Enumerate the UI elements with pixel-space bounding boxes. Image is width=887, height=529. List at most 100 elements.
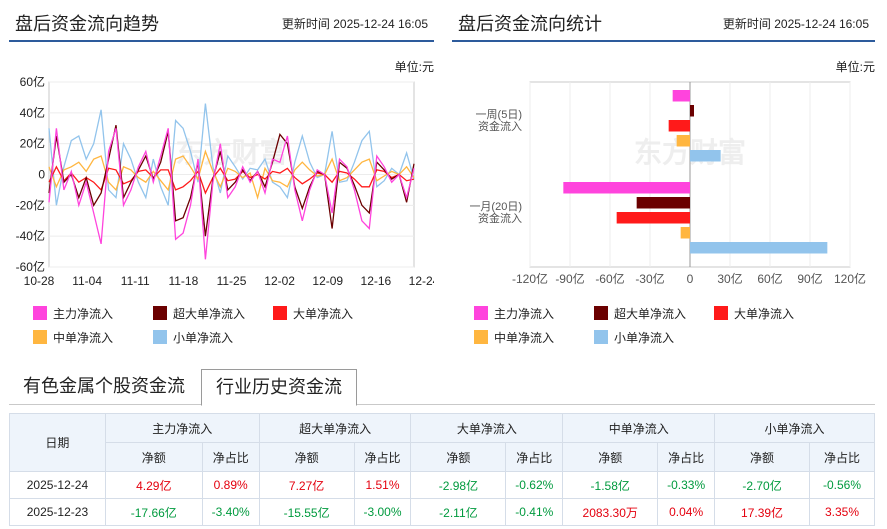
y-tick-label: 60亿 xyxy=(20,74,45,89)
x-tick-label: 11-25 xyxy=(217,274,247,288)
sub-header-amount[interactable]: 净额 xyxy=(104,442,203,472)
table-row: 2025-12-24 4.29亿 0.89% 7.27亿 1.51% -2.98亿 -0.6… xyxy=(9,471,876,499)
table-cell: -0.62% xyxy=(505,471,564,499)
bar-0-1 xyxy=(563,182,690,194)
legend-label: 主力净流入 xyxy=(53,306,114,321)
trend-unit-label: 单位:元 xyxy=(394,60,434,74)
legend-label: 大单净流入 xyxy=(293,306,354,321)
bar-1-1 xyxy=(636,197,690,209)
tab-stock-fund-flow[interactable]: 有色金属个股资金流 xyxy=(23,376,185,396)
table-body: 2025-12-24 4.29亿 0.89% 7.27亿 1.51% -2.98亿 -0.6… xyxy=(9,471,876,526)
sub-header-ratio[interactable]: 净占比 xyxy=(657,442,716,472)
x-tick-label: 12-16 xyxy=(361,274,392,288)
trend-legend-item[interactable]: 超大单净流入 xyxy=(153,305,245,321)
x-tick-label: 11-18 xyxy=(168,274,198,288)
group-header-super: 超大单净流入 xyxy=(258,413,412,443)
stats-panel-title: 盘后资金流向统计 xyxy=(458,14,602,34)
sub-header-amount[interactable]: 净额 xyxy=(258,442,355,472)
table-cell: -3.40% xyxy=(201,498,260,526)
stats-legend-item[interactable]: 主力净流入 xyxy=(474,305,554,321)
table-cell: -2.98亿 xyxy=(410,471,507,499)
bar-1-0 xyxy=(690,105,694,117)
table-cell: -17.66亿 xyxy=(104,498,203,526)
sub-header-ratio[interactable]: 净占比 xyxy=(808,442,876,472)
table-sub-header-row: 净额 净占比 净额 净占比 净额 净占比 净额 净占比 净额 净占比 xyxy=(10,442,876,472)
stats-legend-item[interactable]: 大单净流入 xyxy=(714,305,794,321)
table-cell: -1.58亿 xyxy=(562,471,659,499)
legend-swatch xyxy=(474,330,488,344)
date-column-header[interactable]: 日期 xyxy=(9,413,106,472)
table-cell: -0.41% xyxy=(505,498,564,526)
x-tick-label: -90亿 xyxy=(555,271,584,286)
y-tick-label: 20亿 xyxy=(20,136,45,151)
stats-update-time: 更新时间 2025-12-24 16:05 xyxy=(722,17,869,31)
sub-header-amount[interactable]: 净额 xyxy=(714,442,810,472)
trend-panel-title: 盘后资金流向趋势 xyxy=(15,14,159,34)
bar-0-0 xyxy=(672,90,690,102)
stats-legend-item[interactable]: 超大单净流入 xyxy=(594,305,686,321)
table-cell: 17.39亿 xyxy=(714,498,810,526)
stats-panel: 盘后资金流向统计 更新时间 2025-12-24 16:05 单位:元 东方财富… xyxy=(452,0,875,360)
table-group-header-row: 日期 主力净流入 超大单净流入 大单净流入 中单净流入 小单净流入 xyxy=(9,413,875,472)
legend-swatch xyxy=(594,306,608,320)
trend-legend-item[interactable]: 主力净流入 xyxy=(33,305,113,321)
history-table: 日期 主力净流入 超大单净流入 大单净流入 中单净流入 小单净流入 净额 净占比净… xyxy=(9,413,876,526)
table-cell: -0.56% xyxy=(808,471,876,499)
row-date: 2025-12-23 xyxy=(9,498,106,526)
x-tick-label: -30亿 xyxy=(635,271,664,286)
trend-legend-item[interactable]: 中单净流入 xyxy=(33,329,113,345)
table-cell: 3.35% xyxy=(808,498,876,526)
group-header-main: 主力净流入 xyxy=(104,413,260,443)
trend-legend-item[interactable]: 大单净流入 xyxy=(273,305,353,321)
series-line-4 xyxy=(48,103,415,206)
series-line-0 xyxy=(48,128,415,260)
legend-swatch xyxy=(714,306,728,320)
trend-legend: 主力净流入 超大单净流入 大单净流入中单净流入 小单净流入 xyxy=(33,305,433,355)
watermark-logo: 东方财富 xyxy=(175,136,287,168)
stats-legend-item[interactable]: 中单净流入 xyxy=(474,329,554,345)
sub-header-ratio[interactable]: 净占比 xyxy=(353,442,412,472)
x-tick-label: 12-24 xyxy=(409,274,434,288)
table-cell: 2083.30万 xyxy=(562,498,659,526)
tab-industry-history[interactable]: 行业历史资金流 xyxy=(201,369,357,406)
table-row: 2025-12-23 -17.66亿 -3.40% -15.55亿 -3.00% -2.1… xyxy=(9,498,876,526)
series-line-2 xyxy=(48,165,415,195)
legend-swatch xyxy=(594,330,608,344)
legend-label: 小单净流入 xyxy=(614,330,675,345)
stats-legend-item[interactable]: 小单净流入 xyxy=(594,329,674,345)
trend-legend-item[interactable]: 小单净流入 xyxy=(153,329,233,345)
y-tick-label: 40亿 xyxy=(20,105,45,120)
x-tick-label: 11-11 xyxy=(121,274,150,288)
bar-4-1 xyxy=(690,242,828,254)
trend-panel-header: 盘后资金流向趋势 更新时间 2025-12-24 16:05 xyxy=(9,0,434,42)
x-tick-label: 12-09 xyxy=(312,274,343,288)
table-cell: 1.51% xyxy=(353,471,412,499)
sub-header-amount[interactable]: 净额 xyxy=(562,442,659,472)
stats-bar-chart: 东方财富-120亿-90亿-60亿-30亿030亿60亿90亿120亿一周(5日… xyxy=(469,81,866,286)
series-line-3 xyxy=(48,149,415,201)
legend-label: 中单净流入 xyxy=(494,330,555,345)
stats-legend: 主力净流入 超大单净流入 大单净流入中单净流入 小单净流入 xyxy=(474,305,874,355)
x-tick-label: -60亿 xyxy=(595,271,624,286)
x-tick-label: -120亿 xyxy=(512,271,548,286)
stats-unit-label: 单位:元 xyxy=(835,60,875,74)
table-cell: -15.55亿 xyxy=(258,498,355,526)
sub-header-ratio[interactable]: 净占比 xyxy=(505,442,564,472)
table-cell: -0.33% xyxy=(657,471,716,499)
sub-header-ratio[interactable]: 净占比 xyxy=(201,442,260,472)
bar-2-0 xyxy=(668,120,690,132)
trend-update-time: 更新时间 2025-12-24 16:05 xyxy=(281,17,428,31)
sub-header-amount[interactable]: 净额 xyxy=(410,442,507,472)
legend-swatch xyxy=(33,306,47,320)
series-line-1 xyxy=(48,125,415,237)
y-tick-label: -20亿 xyxy=(16,197,45,212)
x-tick-label: 60亿 xyxy=(757,271,782,286)
table-cell: 7.27亿 xyxy=(258,471,355,499)
legend-swatch xyxy=(153,306,167,320)
legend-label: 小单净流入 xyxy=(173,330,234,345)
bar-3-0 xyxy=(676,135,690,147)
legend-swatch xyxy=(273,306,287,320)
legend-label: 中单净流入 xyxy=(53,330,114,345)
table-cell: -2.11亿 xyxy=(410,498,507,526)
